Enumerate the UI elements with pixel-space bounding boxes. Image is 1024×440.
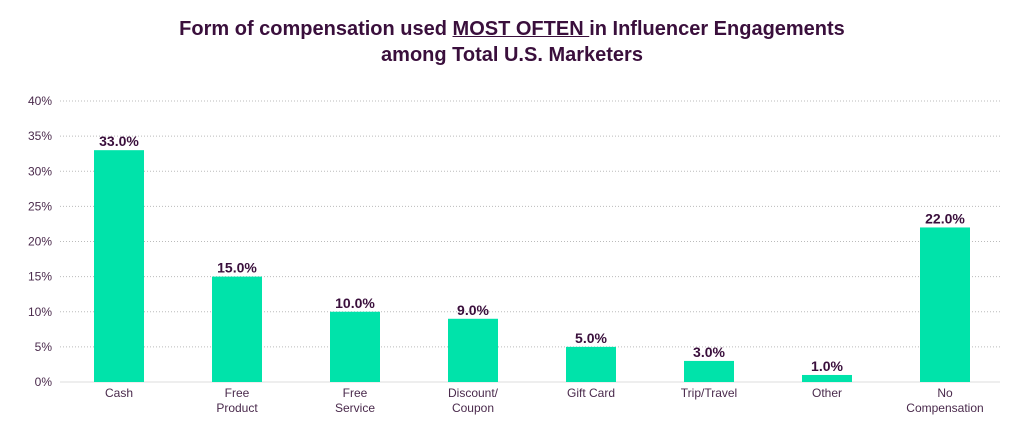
title-line2: among Total U.S. Marketers	[381, 44, 643, 66]
y-tick-label: 10%	[28, 305, 52, 319]
y-tick-label: 30%	[28, 164, 52, 178]
data-label: 9.0%	[457, 302, 489, 318]
x-category-label: Trip/Travel	[681, 386, 737, 400]
x-category-label: Discount/	[448, 386, 499, 400]
y-tick-label: 20%	[28, 235, 52, 249]
y-tick-label: 35%	[28, 129, 52, 143]
y-tick-label: 0%	[35, 375, 53, 389]
x-category-label: Coupon	[452, 401, 494, 415]
bar	[448, 318, 498, 382]
data-label: 33.0%	[99, 133, 139, 149]
x-category-label: Free	[225, 386, 250, 400]
y-tick-label: 40%	[28, 94, 52, 108]
y-tick-label: 5%	[35, 340, 53, 354]
data-label: 1.0%	[811, 358, 843, 374]
bar	[212, 276, 262, 382]
x-category-label: Other	[812, 386, 842, 400]
x-category-label: No	[937, 386, 953, 400]
y-tick-label: 25%	[28, 199, 52, 213]
x-category-label: Free	[343, 386, 368, 400]
title-emphasis: MOST OFTEN	[452, 18, 590, 40]
data-label: 5.0%	[575, 330, 607, 346]
x-category-label: Compensation	[906, 401, 983, 415]
data-label: 10.0%	[335, 295, 375, 311]
bar	[94, 150, 144, 382]
x-category-label: Product	[216, 401, 258, 415]
x-category-label: Gift Card	[567, 386, 615, 400]
title-part: Form of compensation used	[179, 18, 453, 40]
chart-title: Form of compensation used MOST OFTEN in …	[0, 16, 1024, 68]
bar	[802, 374, 852, 382]
title-part: in Influencer Engagements	[589, 18, 845, 40]
bar	[684, 360, 734, 382]
data-label: 3.0%	[693, 344, 725, 360]
bar	[566, 346, 616, 382]
x-category-label: Service	[335, 401, 375, 415]
x-category-label: Cash	[105, 386, 133, 400]
bar	[330, 311, 380, 382]
y-tick-label: 15%	[28, 270, 52, 284]
bar	[920, 227, 970, 382]
data-label: 22.0%	[925, 210, 965, 226]
data-label: 15.0%	[217, 260, 257, 276]
